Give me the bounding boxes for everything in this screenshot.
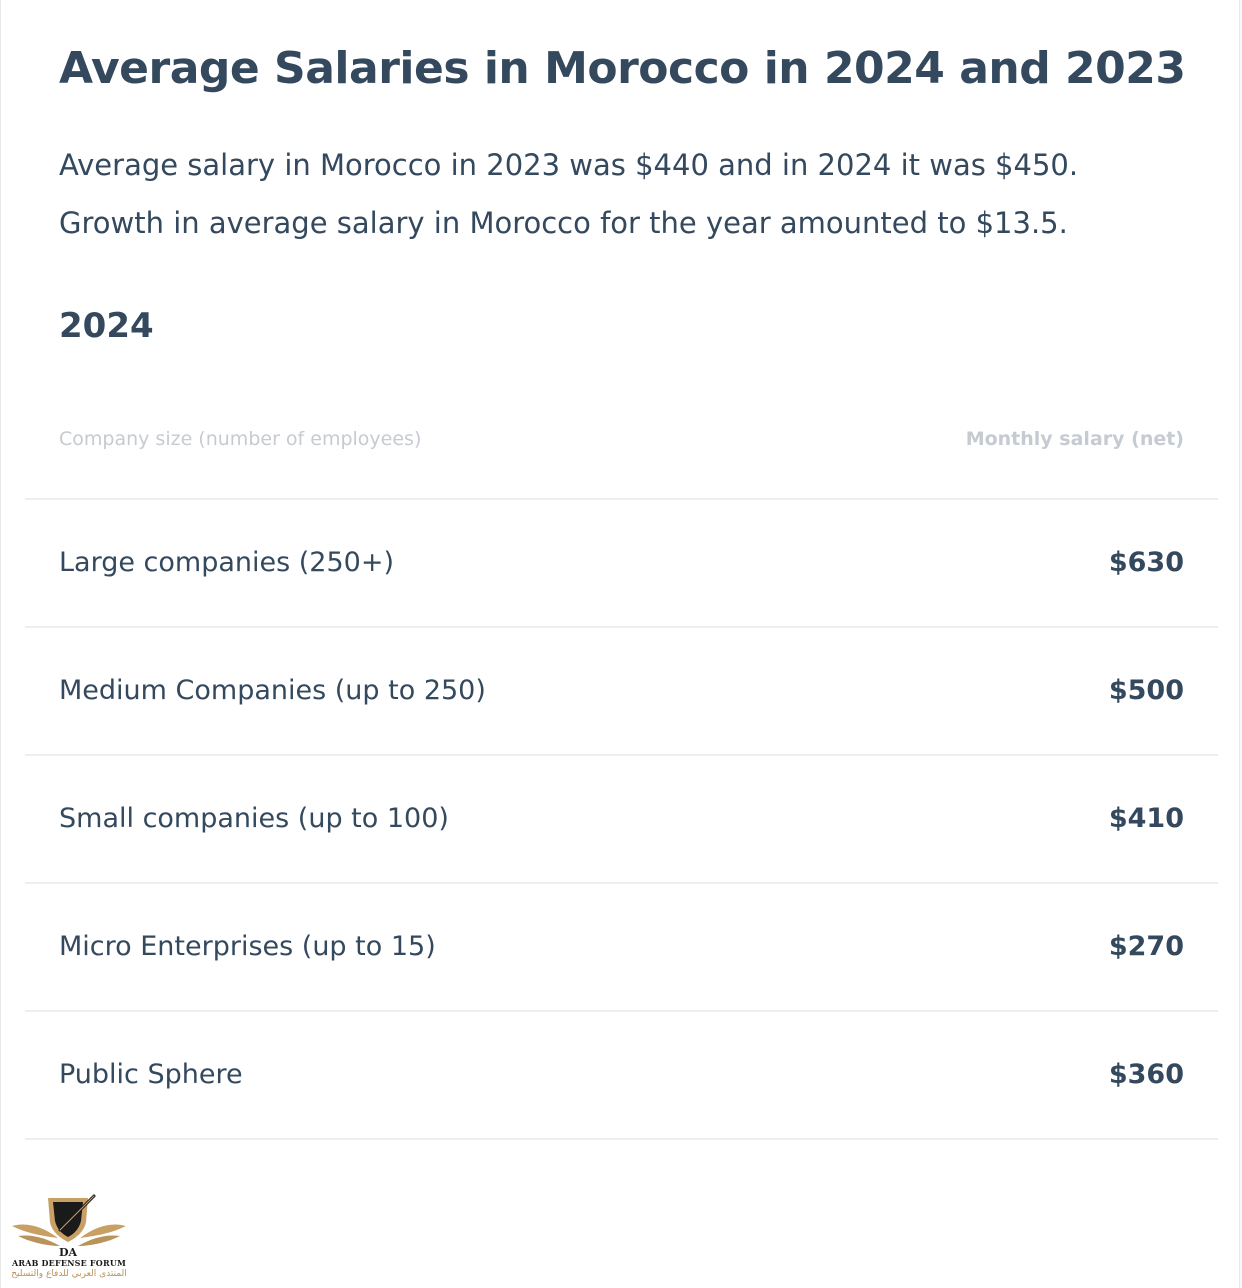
summary-line-2: Growth in average salary in Morocco for … [59, 206, 1068, 240]
salary-cell: $270 [1108, 931, 1184, 962]
arab-defense-forum-watermark: DA ARAB DEFENSE FORUM المنتدى العربي للد… [8, 1192, 130, 1286]
company-size-cell: Medium Companies (up to 250) [59, 675, 486, 706]
forum-name-latin: ARAB DEFENSE FORUM [11, 1258, 127, 1268]
company-size-cell: Small companies (up to 100) [59, 803, 449, 834]
forum-emblem-icon: DA [12, 1194, 126, 1259]
table-row: Micro Enterprises (up to 15) $270 [25, 884, 1218, 1012]
table-header: Company size (number of employees) Month… [25, 400, 1218, 500]
page-title: Average Salaries in Morocco in 2024 and … [59, 43, 1186, 94]
salary-table: Company size (number of employees) Month… [25, 400, 1218, 1140]
table-row: Public Sphere $360 [25, 1012, 1218, 1140]
table-row: Large companies (250+) $630 [25, 500, 1218, 628]
salary-cell: $500 [1108, 675, 1184, 706]
table-row: Medium Companies (up to 250) $500 [25, 628, 1218, 756]
salary-cell: $360 [1108, 1059, 1184, 1090]
salary-cell: $630 [1108, 547, 1184, 578]
forum-monogram: DA [59, 1246, 78, 1258]
summary-line-1: Average salary in Morocco in 2023 was $4… [59, 148, 1079, 182]
company-size-cell: Micro Enterprises (up to 15) [59, 931, 436, 962]
column-header-company-size: Company size (number of employees) [59, 428, 422, 450]
column-header-monthly-salary: Monthly salary (net) [965, 428, 1184, 450]
year-heading: 2024 [59, 306, 154, 346]
company-size-cell: Public Sphere [59, 1059, 243, 1090]
summary-text: Average salary in Morocco in 2023 was $4… [59, 136, 1179, 252]
company-size-cell: Large companies (250+) [59, 547, 394, 578]
salary-cell: $410 [1108, 803, 1184, 834]
table-row: Small companies (up to 100) $410 [25, 756, 1218, 884]
forum-name-arabic: المنتدى العربي للدفاع والتسليح [11, 1269, 127, 1279]
